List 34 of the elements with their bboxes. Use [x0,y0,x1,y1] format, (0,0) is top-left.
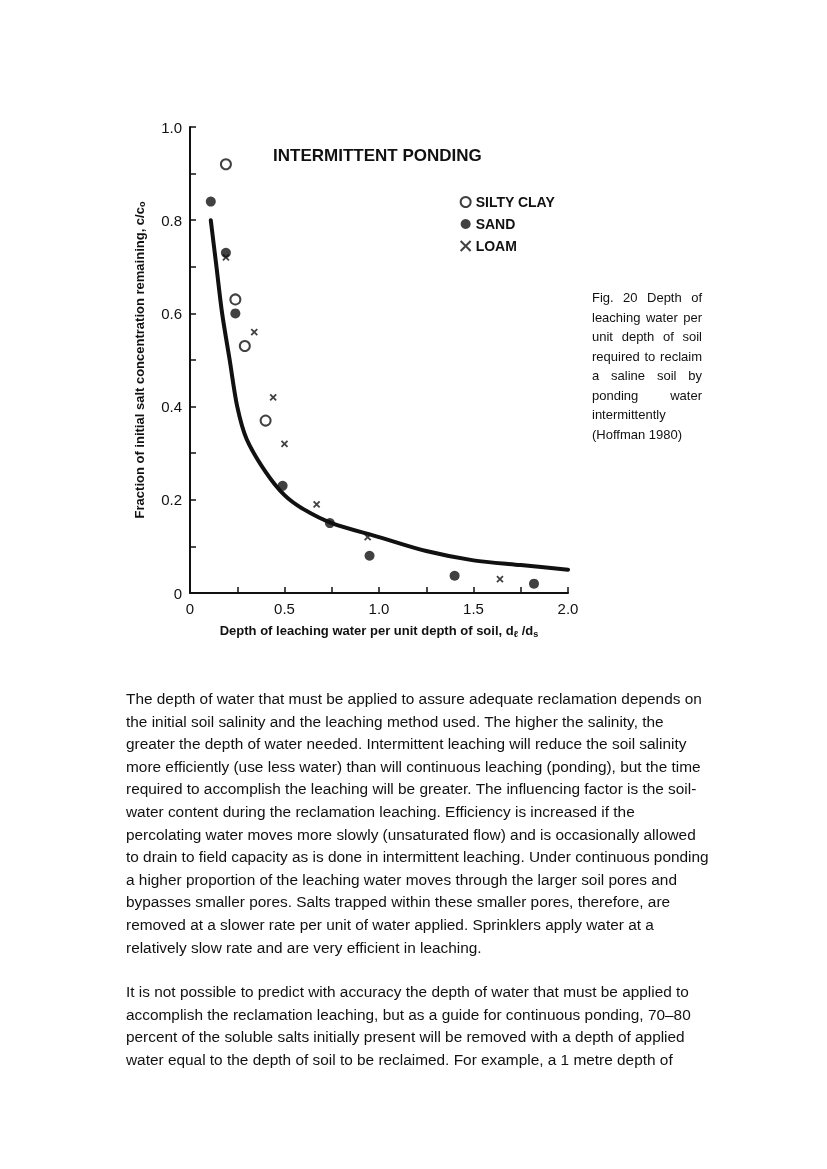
y-tick-label: 0 [173,584,182,602]
point [229,293,242,306]
point [205,196,216,207]
y-axis-title: Fraction of initial salt concentration remaining, c/co [132,201,147,519]
y-tick-label: 0.6 [161,304,182,322]
y-tick-label: 0.2 [161,491,182,509]
point [496,575,504,583]
text: INTERMITTENT PONDING [273,146,482,165]
point [312,500,321,509]
text: 2.0 [557,600,579,617]
x-tick-label: 1.5 [463,600,484,617]
point [277,480,288,491]
point [449,570,460,581]
point [528,578,539,589]
point [219,158,232,171]
point [238,340,251,353]
x-tick-label: 0.5 [274,600,295,617]
caption: Fig. 20 Depth of leaching water per unit depth of soil required to reclaim a saline soil by ponding water intermittently (Hoffman 1980) [592,289,702,444]
text: 1.0 [161,118,182,136]
line-series [208,218,570,572]
point [259,414,272,427]
legend-label: SILTY CLAY [475,194,556,210]
legend-label: SAND [475,216,516,232]
legend-label: LOAM [475,238,517,254]
point [324,518,335,529]
y-tick-label: 0.8 [161,211,182,229]
text: 1.0 [368,600,390,617]
text: It is not possible to predict with accuracy the depth of water that must be applied to accomplish the reclamation leaching, but as a guide for continuous ponding, 70–80 percent of the soluble salts initially present will be removed with a depth of applied water equal to the depth of soil to be reclaimed. For example, a 1 metre depth of [126,982,692,1070]
point [250,328,259,336]
point [364,550,375,561]
point [230,308,241,319]
x-tick-label: 0 [185,600,195,617]
y-tick-label: 0.4 [161,398,182,416]
text: The depth of water that must be applied to assure adequate reclamation depends on the initial soil salinity and the leaching method used. The higher the salinity, the greater the depth of water needed. Intermittent leaching will reduce the soil salinity more efficiently (use less water) than will continuous leaching (ponding), but the time required to accomplish the leaching will be greater. The influencing factor is the soil-water content during the reclamation leaching. Efficiency is increased if the percolating water moves more slowly (unsaturated flow) and is occasionally allowed to drain to field capacity as is done in intermittent leaching. Under continuous ponding a higher proportion of the leaching water moves through the larger soil pores and bypasses smaller pores. Salts trapped within these smaller pores, therefore, are removed at a slower rate per unit of water applied. Sprinklers apply water at a relatively slow rate and are very efficient in leaching. [126,690,709,956]
